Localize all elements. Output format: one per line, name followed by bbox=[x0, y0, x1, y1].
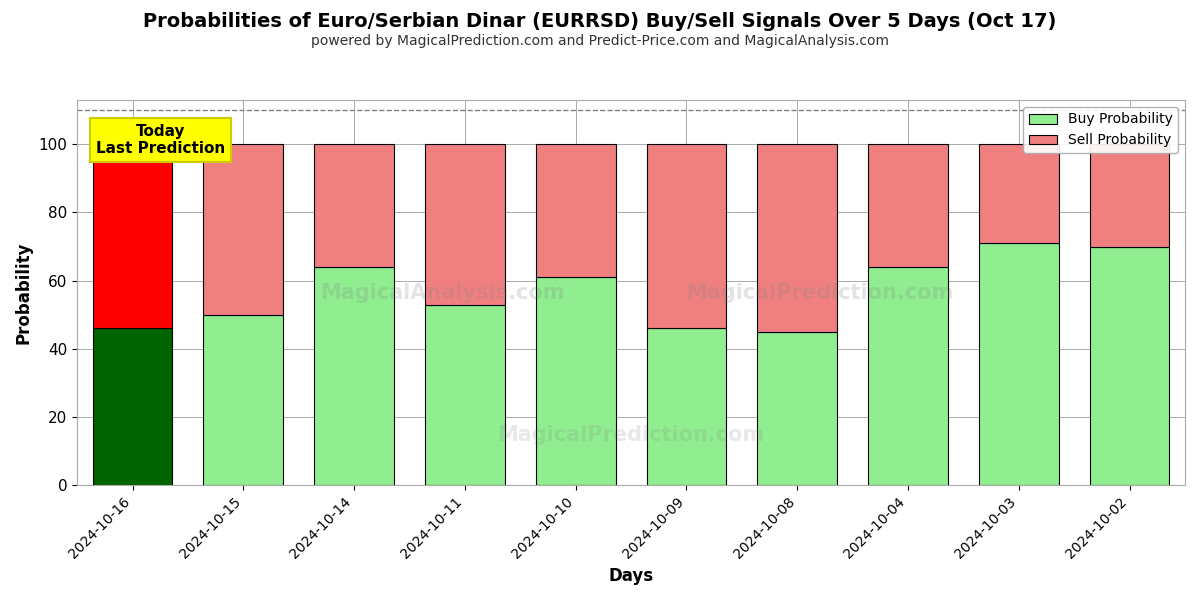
Bar bbox=[1090, 247, 1170, 485]
Bar bbox=[757, 332, 838, 485]
Text: MagicalPrediction.com: MagicalPrediction.com bbox=[685, 283, 953, 302]
Text: MagicalPrediction.com: MagicalPrediction.com bbox=[498, 425, 764, 445]
Bar bbox=[314, 145, 394, 267]
Bar bbox=[647, 328, 726, 485]
Bar bbox=[425, 305, 505, 485]
Legend: Buy Probability, Sell Probability: Buy Probability, Sell Probability bbox=[1024, 107, 1178, 153]
Bar bbox=[868, 145, 948, 267]
Bar bbox=[647, 145, 726, 328]
Bar bbox=[536, 277, 616, 485]
Bar bbox=[425, 145, 505, 305]
X-axis label: Days: Days bbox=[608, 567, 654, 585]
Bar bbox=[204, 145, 283, 315]
Bar bbox=[314, 267, 394, 485]
Text: MagicalAnalysis.com: MagicalAnalysis.com bbox=[320, 283, 565, 302]
Bar bbox=[979, 243, 1058, 485]
Bar bbox=[1090, 145, 1170, 247]
Bar bbox=[92, 328, 173, 485]
Bar bbox=[979, 145, 1058, 243]
Bar bbox=[92, 145, 173, 328]
Bar bbox=[536, 145, 616, 277]
Bar bbox=[868, 267, 948, 485]
Text: Probabilities of Euro/Serbian Dinar (EURRSD) Buy/Sell Signals Over 5 Days (Oct 1: Probabilities of Euro/Serbian Dinar (EUR… bbox=[143, 12, 1057, 31]
Bar bbox=[204, 315, 283, 485]
Y-axis label: Probability: Probability bbox=[14, 241, 32, 344]
Text: Today
Last Prediction: Today Last Prediction bbox=[96, 124, 224, 156]
Bar bbox=[757, 145, 838, 332]
Text: powered by MagicalPrediction.com and Predict-Price.com and MagicalAnalysis.com: powered by MagicalPrediction.com and Pre… bbox=[311, 34, 889, 48]
